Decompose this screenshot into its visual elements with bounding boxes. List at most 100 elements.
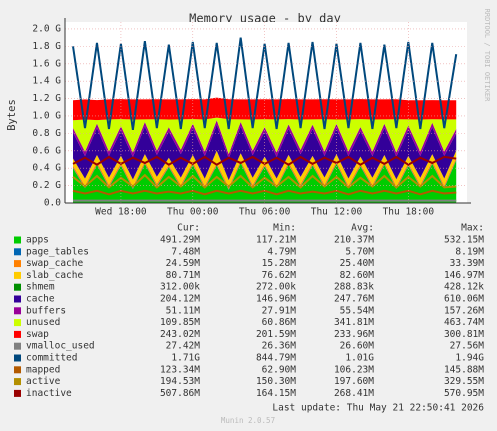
legend-label: swap: [26, 329, 49, 340]
area: [73, 117, 457, 155]
legend-stat: 109.85M: [160, 317, 200, 328]
x-tick-label: Wed 18:00: [95, 207, 147, 218]
y-tick-label: 1.4 G: [32, 76, 61, 87]
legend-label: buffers: [26, 305, 66, 316]
legend-stat: 146.96M: [256, 294, 296, 305]
legend-stat: 26.36M: [262, 341, 297, 352]
legend-stat: 123.34M: [160, 364, 200, 375]
legend-swatch: [14, 260, 21, 268]
area: [73, 159, 457, 190]
legend-swatch: [14, 330, 21, 338]
y-tick-label: 0.8 G: [32, 128, 61, 139]
legend-stat: 164.15M: [256, 388, 296, 399]
legend-header: Max:: [461, 223, 484, 234]
legend-stat: 210.37M: [334, 235, 374, 246]
legend-label: committed: [26, 353, 77, 364]
legend-stat: 106.23M: [334, 364, 374, 375]
legend-swatch: [14, 366, 21, 374]
legend-swatch: [14, 236, 21, 244]
y-tick-label: 2.0 G: [32, 23, 61, 34]
legend-stat: 145.88M: [444, 364, 484, 375]
y-tick-label: 0.4 G: [32, 163, 61, 174]
legend-stat: 60.86M: [262, 317, 297, 328]
legend-header: Cur:: [177, 223, 200, 234]
legend-stat: 197.60M: [334, 376, 374, 387]
watermark: RRDTOOL / TOBI OETIKER: [483, 9, 491, 103]
legend-label: mapped: [26, 364, 60, 375]
y-axis-label: Bytes: [6, 99, 18, 131]
x-tick-label: Thu 12:00: [311, 207, 363, 218]
legend-stat: 26.60M: [340, 341, 375, 352]
legend-stat: 8.19M: [455, 246, 484, 257]
legend-swatch: [14, 378, 21, 386]
legend-stat: 117.21M: [256, 235, 296, 246]
legend-swatch: [14, 342, 21, 350]
legend-label: page_tables: [26, 246, 89, 257]
legend-stat: 55.54M: [340, 305, 375, 316]
legend-stat: 76.62M: [262, 270, 297, 281]
legend-stat: 1.71G: [171, 353, 200, 364]
y-tick-label: 0.6 G: [32, 145, 61, 156]
legend-stat: 15.28M: [262, 258, 297, 269]
y-tick-label: 0.2 G: [32, 180, 61, 191]
legend-stat: 5.70M: [345, 246, 374, 257]
legend-swatch: [14, 271, 21, 279]
legend-label: cache: [26, 294, 55, 305]
legend-stat: 341.81M: [334, 317, 374, 328]
legend-stat: 247.76M: [334, 294, 374, 305]
legend-swatch: [14, 248, 21, 256]
line: [72, 173, 457, 189]
legend-swatch: [14, 307, 21, 315]
legend-stat: 51.11M: [166, 305, 201, 316]
legend-stat: 27.42M: [166, 341, 201, 352]
legend-stat: 27.56M: [450, 341, 485, 352]
area: [73, 150, 457, 188]
legend-stat: 532.15M: [444, 235, 484, 246]
legend-label: shmem: [26, 282, 55, 293]
legend-stat: 25.40M: [340, 258, 375, 269]
y-tick-label: 0.0: [44, 198, 61, 209]
y-tick-label: 1.6 G: [32, 58, 61, 69]
y-tick-label: 1.2 G: [32, 93, 61, 104]
legend-label: inactive: [26, 388, 72, 399]
legend-swatch: [14, 319, 21, 327]
legend-stat: 201.59M: [256, 329, 296, 340]
legend-stat: 146.97M: [444, 270, 484, 281]
legend-stat: 570.95M: [444, 388, 484, 399]
y-tick-label: 1.0 G: [32, 110, 61, 121]
legend-stat: 507.86M: [160, 388, 200, 399]
legend-stat: 157.26M: [444, 305, 484, 316]
legend-stat: 1.01G: [345, 353, 374, 364]
legend-label: slab_cache: [26, 270, 83, 281]
legend-header: Avg:: [351, 223, 374, 234]
legend-label: apps: [26, 235, 49, 246]
legend-stat: 463.74M: [444, 317, 484, 328]
area: [73, 120, 457, 159]
legend-swatch: [14, 283, 21, 291]
legend-stat: 610.06M: [444, 294, 484, 305]
legend-stat: 194.53M: [160, 376, 200, 387]
legend-swatch: [14, 389, 21, 397]
legend-stat: 1.94G: [455, 353, 484, 364]
legend-header: Min:: [273, 223, 296, 234]
legend-stat: 300.81M: [444, 329, 484, 340]
legend-stat: 243.02M: [160, 329, 200, 340]
x-tick-label: Thu 06:00: [239, 207, 291, 218]
legend-stat: 329.55M: [444, 376, 484, 387]
x-tick-label: Thu 18:00: [383, 207, 435, 218]
version: Munin 2.0.57: [221, 416, 275, 425]
legend-stat: 80.71M: [166, 270, 201, 281]
legend-stat: 204.12M: [160, 294, 200, 305]
legend-stat: 62.90M: [262, 364, 297, 375]
legend-label: swap_cache: [26, 258, 83, 269]
legend-stat: 27.91M: [262, 305, 297, 316]
legend-stat: 82.60M: [340, 270, 375, 281]
legend-stat: 150.30M: [256, 376, 296, 387]
legend-stat: 7.48M: [171, 246, 200, 257]
legend-label: active: [26, 376, 61, 387]
legend-stat: 312.00k: [160, 282, 200, 293]
legend-stat: 233.96M: [334, 329, 374, 340]
legend-stat: 288.83k: [334, 282, 374, 293]
legend-stat: 4.79M: [267, 246, 296, 257]
